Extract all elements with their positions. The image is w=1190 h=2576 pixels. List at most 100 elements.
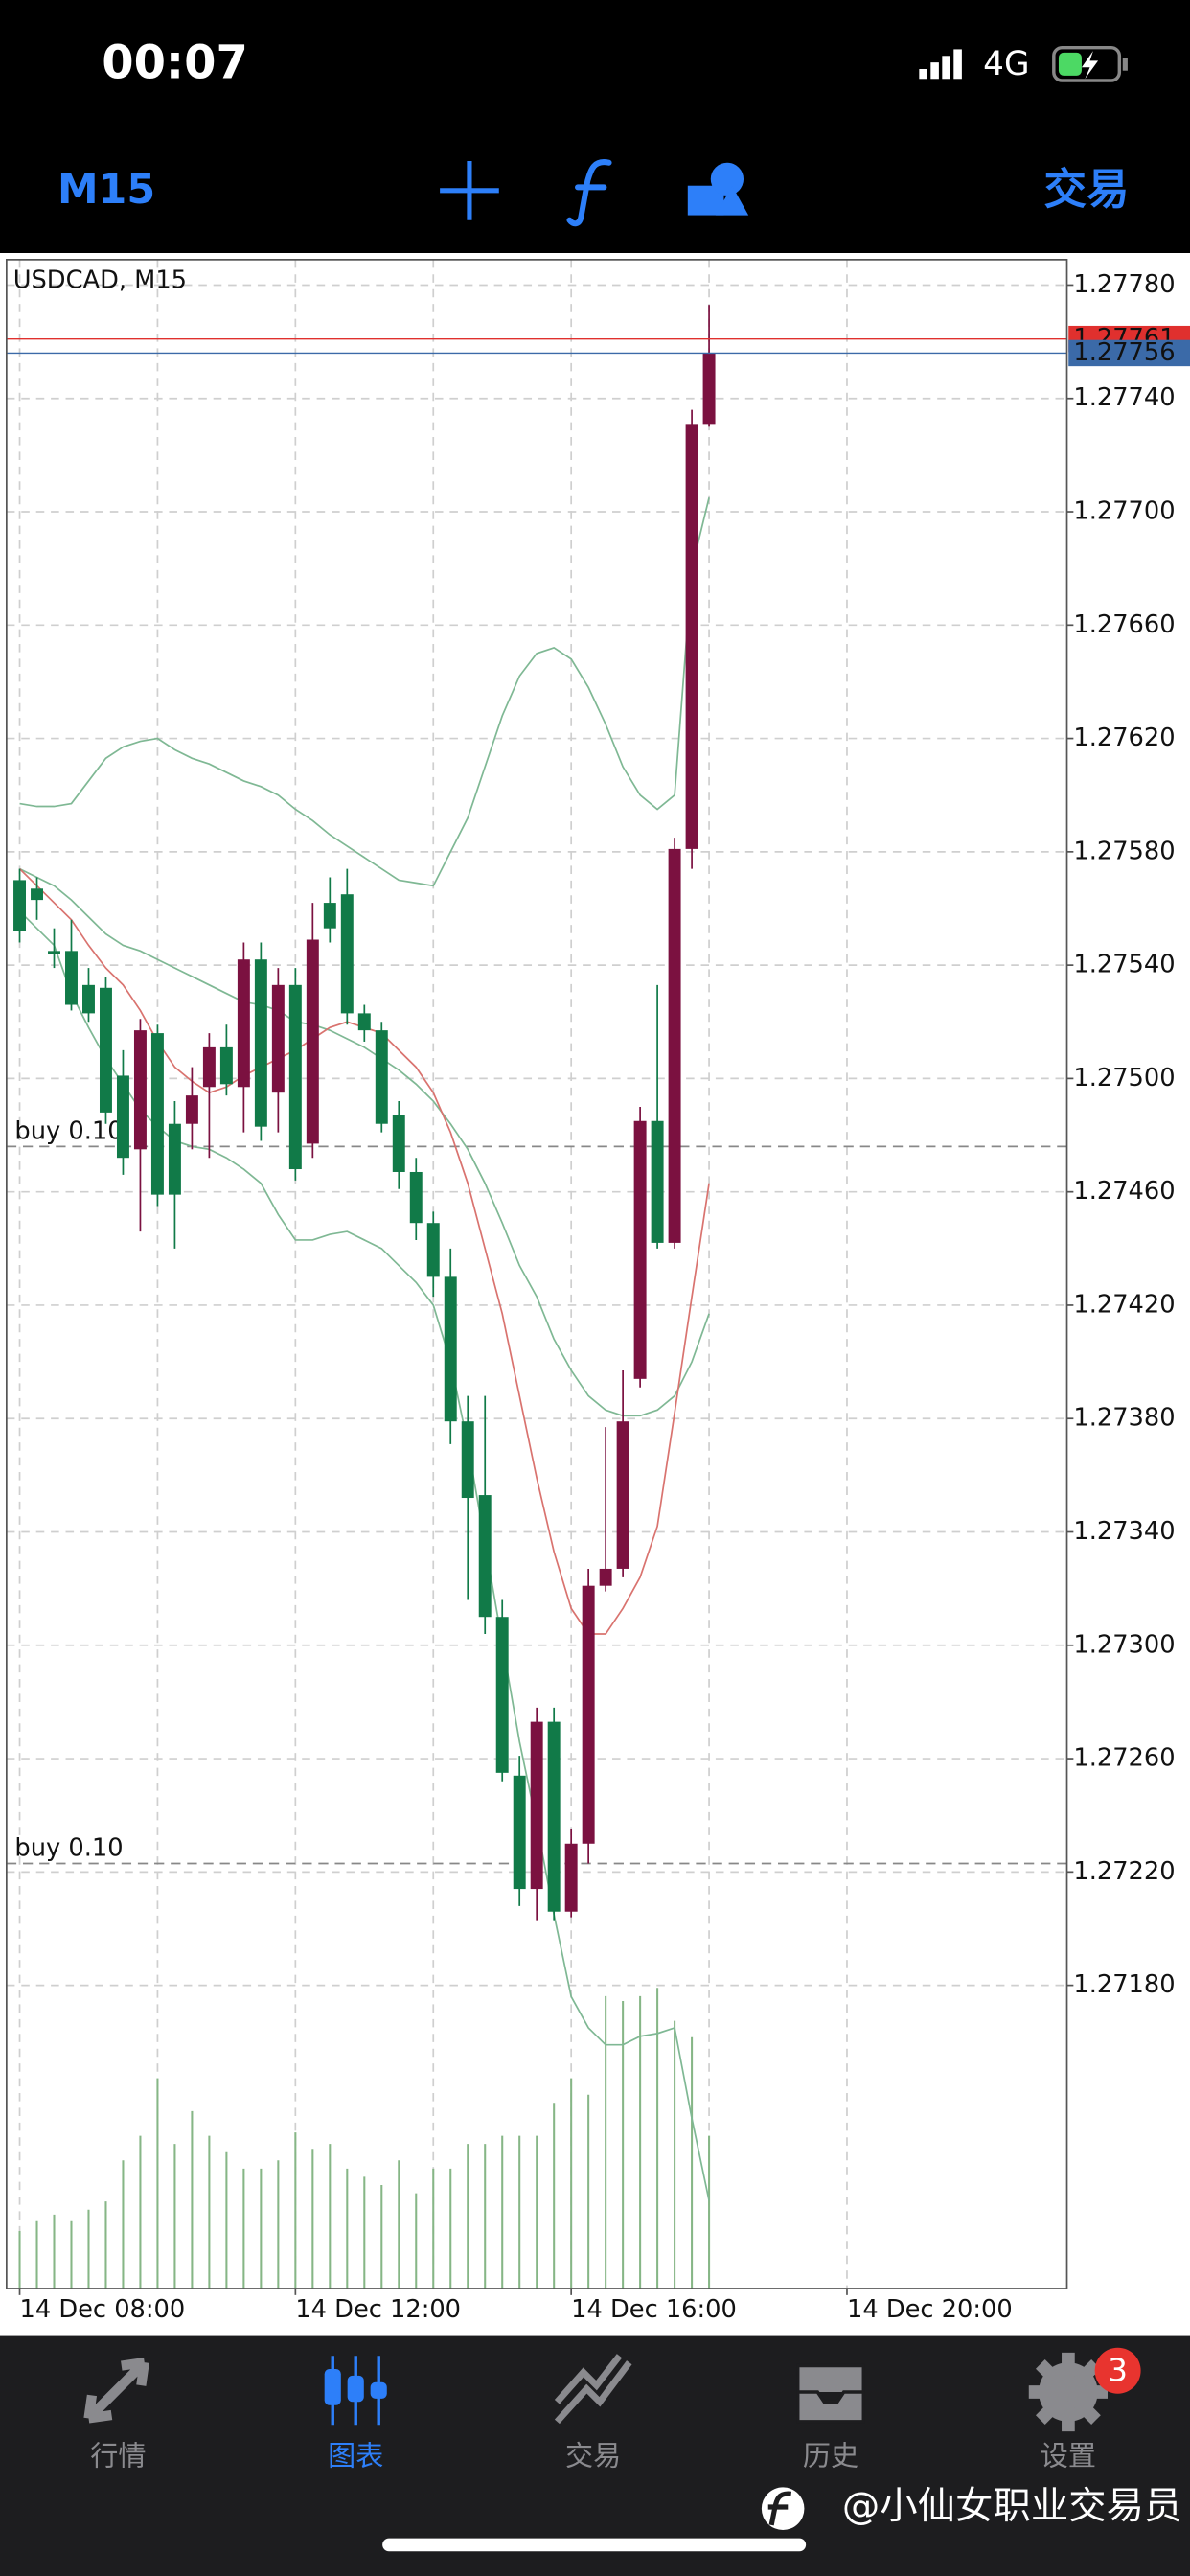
y-tick-label: 1.27500 xyxy=(1073,1064,1175,1092)
tab-icon[interactable] xyxy=(796,2363,865,2424)
plot-frame xyxy=(5,259,1068,2289)
trade-button[interactable]: 交易 xyxy=(1044,165,1130,215)
candle-body xyxy=(116,1075,129,1159)
y-tick-label: 1.27740 xyxy=(1073,383,1175,412)
order-label: buy 0.10 xyxy=(14,1116,123,1145)
tab-icon[interactable] xyxy=(83,2358,149,2424)
candle-body xyxy=(461,1421,474,1499)
signal-icon xyxy=(919,49,962,80)
crosshair-button[interactable] xyxy=(440,161,499,220)
watermark-logo xyxy=(761,2487,805,2530)
candle-body xyxy=(409,1171,423,1224)
battery-icon xyxy=(1052,45,1128,82)
candle-body xyxy=(323,903,336,929)
tab-icon[interactable] xyxy=(324,2356,387,2426)
candle-body xyxy=(150,1033,164,1195)
candle-body xyxy=(340,894,354,1014)
y-tick-label: 1.27180 xyxy=(1073,1970,1175,1999)
candle-body xyxy=(702,353,716,425)
candle-body xyxy=(478,1495,492,1618)
price-tag-label: 1.27756 xyxy=(1073,338,1175,367)
candle-body xyxy=(651,1120,664,1243)
candle-body xyxy=(426,1223,440,1277)
tab-icon-part xyxy=(554,2354,632,2425)
tab-icon-part xyxy=(1035,2359,1101,2425)
y-tick-label: 1.27460 xyxy=(1073,1177,1175,1206)
tab-icon-part xyxy=(347,2375,364,2403)
candle-body xyxy=(202,1046,216,1088)
x-tick-label: 14 Dec 16:00 xyxy=(571,2295,737,2324)
tab-label[interactable]: 历史 xyxy=(803,2440,858,2472)
tab-icon-part xyxy=(370,2381,387,2399)
tab-label[interactable]: 设置 xyxy=(1041,2440,1096,2472)
y-tick-label: 1.27580 xyxy=(1073,837,1175,865)
y-tick-label: 1.27780 xyxy=(1073,270,1175,299)
candle-body xyxy=(530,1721,543,1890)
candle-body xyxy=(133,1030,147,1150)
candle-body xyxy=(288,984,302,1170)
price-tag xyxy=(1068,339,1190,367)
candle-body xyxy=(168,1123,181,1195)
tab-icon-part xyxy=(796,2363,865,2424)
tab-label[interactable]: 行情 xyxy=(90,2440,146,2472)
x-tick-label: 14 Dec 12:00 xyxy=(295,2295,461,2324)
candle-body xyxy=(616,1421,629,1569)
y-tick-label: 1.27420 xyxy=(1073,1290,1175,1319)
candle-body xyxy=(48,951,60,954)
badge: 3 xyxy=(1108,2352,1128,2388)
indicator-line xyxy=(19,497,710,887)
candle-body xyxy=(375,1030,388,1124)
y-tick-label: 1.27660 xyxy=(1073,610,1175,639)
candle-body xyxy=(633,1120,647,1379)
candle-body xyxy=(237,959,250,1088)
objects-button[interactable] xyxy=(687,162,749,216)
candle-body xyxy=(444,1276,457,1422)
badge-bg xyxy=(1094,2347,1141,2394)
candle-body xyxy=(685,424,698,849)
candle-body xyxy=(185,1095,198,1124)
y-tick-label: 1.27300 xyxy=(1073,1630,1175,1659)
candle-body xyxy=(357,1013,371,1031)
candle-body xyxy=(271,984,285,1093)
candle-body xyxy=(99,987,112,1113)
order-label: buy 0.10 xyxy=(14,1834,123,1863)
clock: 00:07 xyxy=(102,36,248,90)
candle-body xyxy=(599,1568,612,1586)
network: 4G xyxy=(983,45,1029,83)
top-bar-bg xyxy=(0,0,1190,253)
candle-body xyxy=(668,848,681,1243)
candle-body xyxy=(82,984,95,1014)
x-tick-label: 14 Dec 08:00 xyxy=(20,2295,186,2324)
y-tick-label: 1.27220 xyxy=(1073,1857,1175,1886)
y-tick-label: 1.27260 xyxy=(1073,1744,1175,1773)
candle-body xyxy=(219,1046,233,1085)
tab-icon-part xyxy=(83,2358,149,2424)
tab-label[interactable]: 图表 xyxy=(328,2440,383,2472)
candle-body xyxy=(547,1721,561,1912)
y-tick-label: 1.27700 xyxy=(1073,497,1175,526)
y-tick-label: 1.27340 xyxy=(1073,1517,1175,1546)
x-tick-label: 14 Dec 20:00 xyxy=(847,2295,1013,2324)
home-indicator xyxy=(382,2538,807,2552)
tab-label[interactable]: 交易 xyxy=(565,2440,621,2472)
candle-body xyxy=(65,951,78,1005)
tab-icon[interactable] xyxy=(554,2354,632,2425)
candle-body xyxy=(582,1585,595,1844)
chart-title: USDCAD, M15 xyxy=(13,266,187,295)
candle-body xyxy=(31,888,43,901)
candle-body xyxy=(513,1775,526,1890)
tab-bar-bg xyxy=(0,2335,1190,2576)
y-tick-label: 1.27620 xyxy=(1073,724,1175,752)
candle-body xyxy=(495,1617,509,1773)
tab-icon-part xyxy=(324,2369,341,2405)
chart-bg xyxy=(0,253,1190,2336)
tab-bar: 行情 图表 交易 历史 设置 3 xyxy=(83,2347,1141,2472)
indicators-button[interactable] xyxy=(566,159,612,227)
indicator-line xyxy=(19,867,710,1417)
timeframe-button[interactable]: M15 xyxy=(57,166,155,214)
watermark: @小仙女职业交易员 xyxy=(842,2484,1182,2528)
y-tick-label: 1.27540 xyxy=(1073,951,1175,979)
tab-icon[interactable] xyxy=(1028,2352,1109,2432)
